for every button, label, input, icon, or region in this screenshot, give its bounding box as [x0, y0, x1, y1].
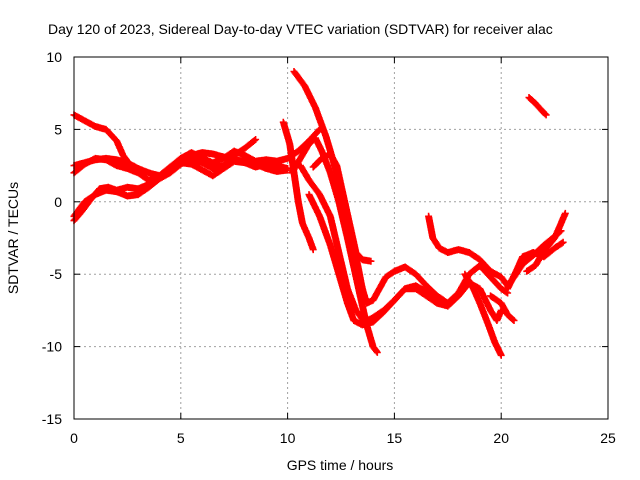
series-arc-11	[305, 191, 447, 329]
tick-labels: 0 5 10 15 20 25 -15 -10 -5 0 5 10	[42, 49, 616, 446]
x-tick-label: 0	[70, 430, 78, 446]
series-arc-13	[461, 270, 505, 359]
x-tick-label: 15	[387, 430, 403, 446]
chart-title: Day 120 of 2023, Sidereal Day-to-day VTE…	[48, 21, 553, 37]
series-arc-14	[487, 292, 518, 324]
series-arc-6	[279, 118, 317, 254]
x-axis-label: GPS time / hours	[287, 457, 394, 473]
series-arc-16	[523, 209, 569, 275]
y-tick-label: -15	[42, 411, 62, 427]
data-layer	[70, 68, 569, 359]
x-tick-label: 25	[600, 430, 616, 446]
series-markers	[279, 118, 317, 254]
y-tick-label: 10	[46, 49, 62, 65]
series-arc-17	[525, 94, 550, 119]
series-markers	[309, 150, 375, 265]
y-tick-label: -5	[50, 266, 63, 282]
series-markers	[487, 292, 518, 324]
series-markers	[305, 191, 447, 329]
x-tick-label: 20	[493, 430, 509, 446]
y-tick-label: -10	[42, 339, 62, 355]
y-tick-label: 0	[54, 194, 62, 210]
series-markers	[461, 270, 505, 359]
y-axis-label: SDTVAR / TECUs	[5, 182, 21, 294]
series-markers	[523, 209, 569, 275]
series-markers	[525, 94, 550, 119]
plot-frame	[73, 56, 609, 420]
y-tick-label: 5	[54, 121, 62, 137]
x-tick-label: 10	[280, 430, 296, 446]
series-arc-10	[309, 150, 375, 265]
x-tick-label: 5	[177, 430, 185, 446]
axis-ticks	[73, 56, 609, 420]
